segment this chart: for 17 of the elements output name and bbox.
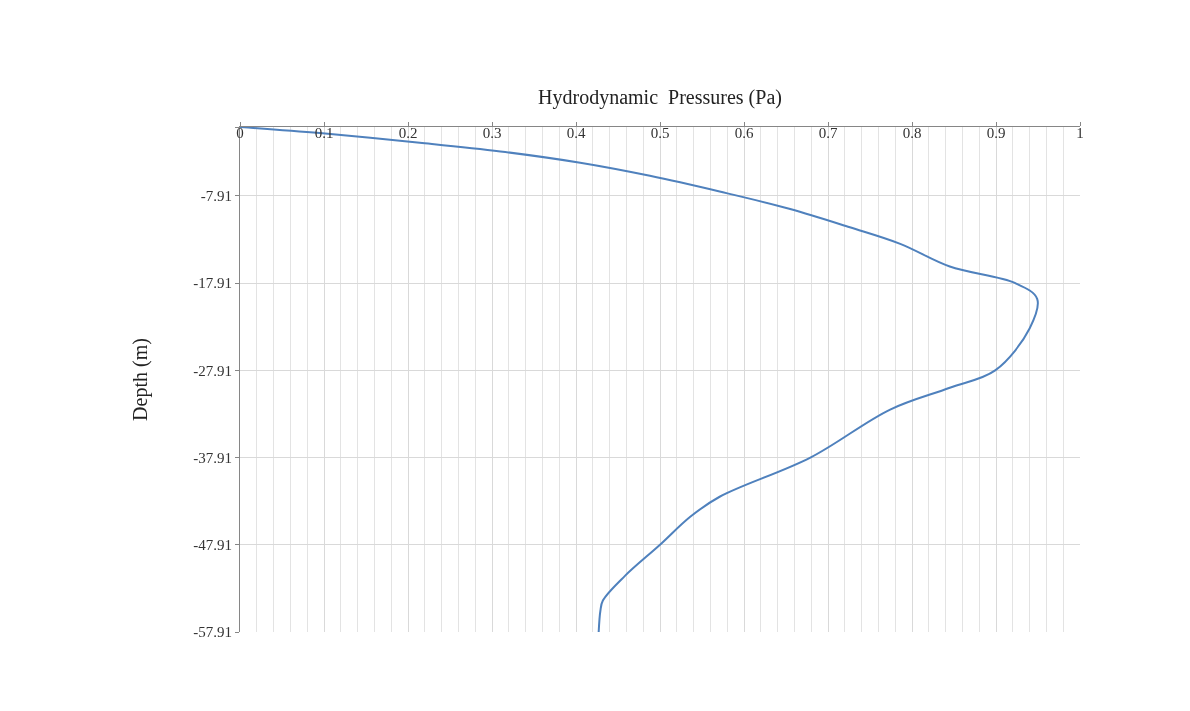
x-tick-label: 0.9 [986,125,1006,141]
x-axis-title: Hydrodynamic Pressures (Pa) [538,85,782,109]
x-tick-label: 0.6 [734,125,754,141]
x-tick-label: 0.2 [398,125,418,141]
x-tick-label: 0.3 [482,125,502,141]
y-tick-label: -17.91 [193,275,232,292]
x-tick-label: 0.4 [566,125,586,141]
y-tick-label: -57.91 [193,624,232,641]
x-tick-label: 0.7 [818,125,838,141]
y-tick-label: -37.91 [193,449,232,466]
y-tick-label: -27.91 [193,362,232,379]
y-tick-label: -7.91 [200,188,232,205]
x-tick-label: 0.8 [902,125,922,141]
x-tick-label: 0.5 [650,125,670,141]
y-tick-label: -47.91 [193,537,232,554]
x-tick-label: 1 [1076,125,1084,141]
y-axis-title: Depth (m) [128,338,152,421]
